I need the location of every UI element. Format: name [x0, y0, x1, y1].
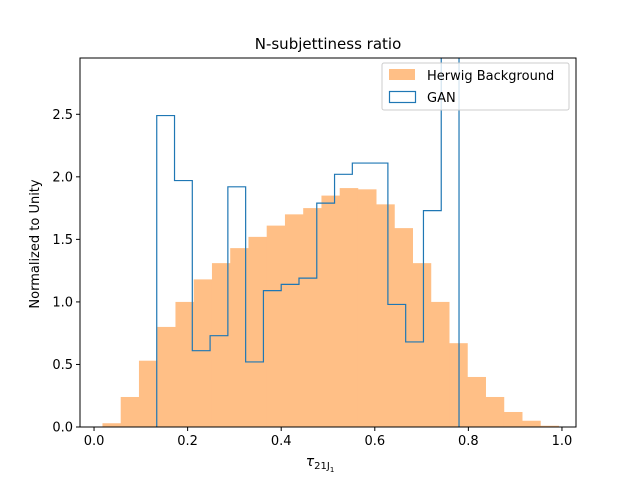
herwig-bar: [303, 208, 322, 427]
herwig-bar: [138, 360, 158, 427]
herwig-bar: [211, 263, 231, 427]
herwig-bar: [522, 420, 541, 427]
legend: Herwig Background GAN: [381, 62, 570, 111]
herwig-bar: [266, 225, 286, 427]
plot-border: [79, 57, 577, 428]
legend-gan-label: GAN: [427, 91, 456, 106]
herwig-bar: [339, 188, 359, 427]
herwig-bar: [467, 376, 486, 427]
y-tick-label: 0.5: [52, 358, 73, 373]
y-tick-label: 2.0: [52, 170, 73, 185]
legend-herwig-swatch: [389, 69, 415, 80]
herwig-bar: [394, 228, 413, 427]
herwig-bar: [430, 301, 450, 427]
x-tick-label: 1.0: [552, 434, 573, 449]
herwig-bar: [157, 326, 176, 427]
x-tick-label: 0.2: [177, 434, 198, 449]
herwig-bars-layer: [102, 188, 559, 427]
y-ticks: 0.0 0.5 1.0 1.5 2.0 2.5: [52, 108, 80, 436]
herwig-bar: [485, 396, 505, 427]
herwig-bar: [503, 411, 523, 427]
herwig-bar: [102, 423, 122, 427]
herwig-bar: [193, 279, 213, 427]
herwig-bar: [248, 236, 268, 427]
x-tick-label: 0.0: [84, 434, 105, 449]
herwig-bar: [540, 425, 559, 427]
herwig-bar: [412, 263, 432, 427]
gan-step-layer: [156, 58, 460, 427]
x-tick-label: 0.4: [271, 434, 292, 449]
y-axis-title: Normalized to Unity: [28, 179, 43, 309]
axes-frame: [79, 57, 577, 428]
herwig-bar: [284, 214, 304, 427]
herwig-bar: [120, 396, 140, 427]
x-tick-label: 0.8: [458, 434, 479, 449]
x-axis-title-sub: 21J: [314, 461, 330, 472]
x-axis-title-subsub: 1: [330, 466, 334, 474]
x-axis-title-main: τ: [306, 454, 315, 470]
y-tick-label: 1.0: [52, 295, 73, 310]
legend-herwig-label: Herwig Background: [427, 69, 554, 84]
herwig-bar: [357, 189, 377, 427]
x-axis-title: τ21J1: [306, 454, 335, 474]
y-tick-label: 1.5: [52, 233, 73, 248]
y-tick-label: 0.0: [52, 421, 73, 436]
herwig-bar: [230, 248, 249, 427]
herwig-bar: [376, 204, 395, 427]
chart-title: N-subjettiness ratio: [255, 35, 402, 53]
gan-step-line: [156, 58, 460, 427]
x-ticks: 0.0 0.2 0.4 0.6 0.8 1.0: [84, 427, 573, 449]
legend-gan-swatch: [388, 90, 417, 104]
x-tick-label: 0.6: [364, 434, 385, 449]
herwig-bar: [321, 195, 340, 427]
herwig-bar: [175, 301, 195, 427]
y-tick-label: 2.5: [52, 108, 73, 123]
legend-box: [381, 62, 570, 111]
